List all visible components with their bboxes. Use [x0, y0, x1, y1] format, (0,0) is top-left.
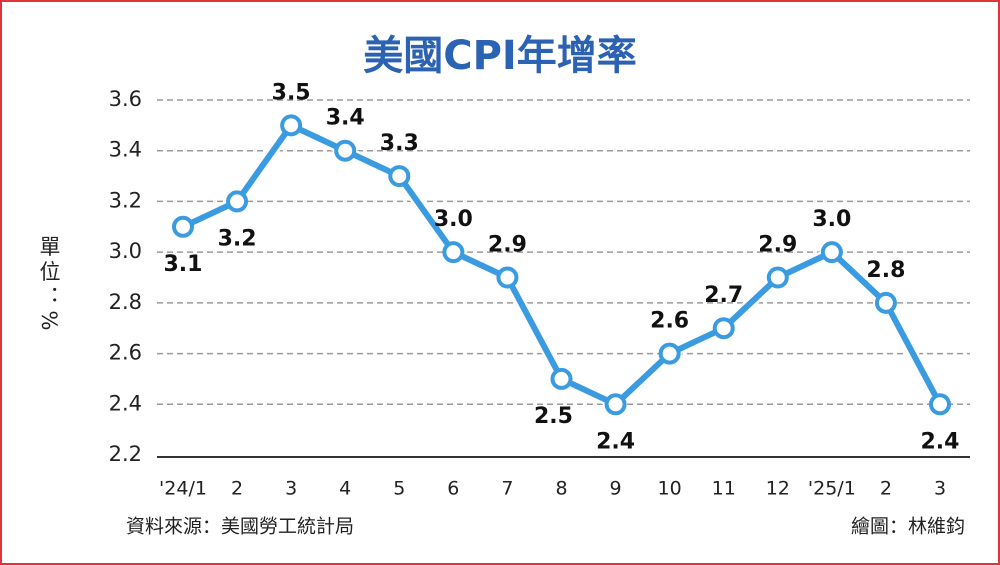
source: 資料來源：美國勞工統計局	[126, 516, 354, 538]
point	[496, 266, 519, 289]
chart-title: 美國CPI年增率	[363, 33, 637, 79]
x-tick-label: 2	[880, 478, 892, 500]
value-label: 2.5	[534, 404, 573, 429]
point	[820, 241, 843, 264]
point	[280, 114, 303, 137]
value-label: 2.7	[704, 283, 743, 308]
point	[874, 291, 897, 314]
y-tick-label: 2.8	[109, 290, 142, 314]
x-tick-label: 9	[610, 478, 622, 500]
x-tick-label: 3	[285, 478, 297, 500]
x-tick-label: 12	[766, 478, 790, 500]
x-tick-label: '25/1	[808, 478, 856, 500]
x-tick-label: 3	[934, 478, 946, 500]
value-label: 3.0	[812, 207, 851, 232]
y-tick-label: 3.2	[109, 188, 142, 212]
x-tick-label: 7	[501, 478, 513, 500]
y-tick-label: 3.4	[109, 138, 142, 162]
point	[766, 266, 789, 289]
point	[226, 190, 249, 213]
y-axis-label: 單位：%	[37, 236, 61, 335]
point	[658, 342, 681, 365]
point	[604, 393, 627, 416]
x-tick-label: 6	[447, 478, 459, 500]
x-tick-label: 10	[658, 478, 682, 500]
value-label: 2.4	[596, 429, 635, 454]
value-label: 2.9	[488, 233, 527, 258]
value-label: 3.2	[218, 226, 257, 251]
x-tick-label: 11	[712, 478, 736, 500]
value-label: 3.4	[326, 106, 365, 131]
y-tick-label: 2.4	[109, 391, 142, 415]
x-tick-label: 4	[339, 478, 351, 500]
y-tick-label: 2.6	[109, 341, 142, 365]
y-tick-label: 2.2	[109, 442, 142, 466]
y-tick-label: 3.6	[109, 87, 142, 111]
value-label: 2.6	[650, 309, 689, 334]
point	[929, 393, 951, 416]
value-label: 3.0	[434, 207, 473, 232]
point	[172, 215, 194, 238]
value-label: 2.4	[921, 429, 960, 454]
point	[712, 317, 735, 340]
x-tick-label: 5	[393, 478, 405, 500]
value-label: 3.3	[380, 131, 419, 156]
value-label: 3.1	[164, 252, 203, 277]
point	[442, 241, 465, 264]
point	[388, 165, 411, 188]
point	[550, 367, 573, 390]
value-label: 2.9	[758, 233, 797, 258]
x-tick-label: 2	[231, 478, 243, 500]
value-label: 3.5	[272, 80, 311, 105]
point	[334, 139, 357, 162]
value-label: 2.8	[866, 258, 905, 283]
x-tick-label: 8	[555, 478, 567, 500]
credit: 繪圖：林維鈞	[851, 516, 965, 538]
x-tick-label: '24/1	[159, 478, 207, 500]
y-tick-label: 3.0	[109, 239, 142, 263]
